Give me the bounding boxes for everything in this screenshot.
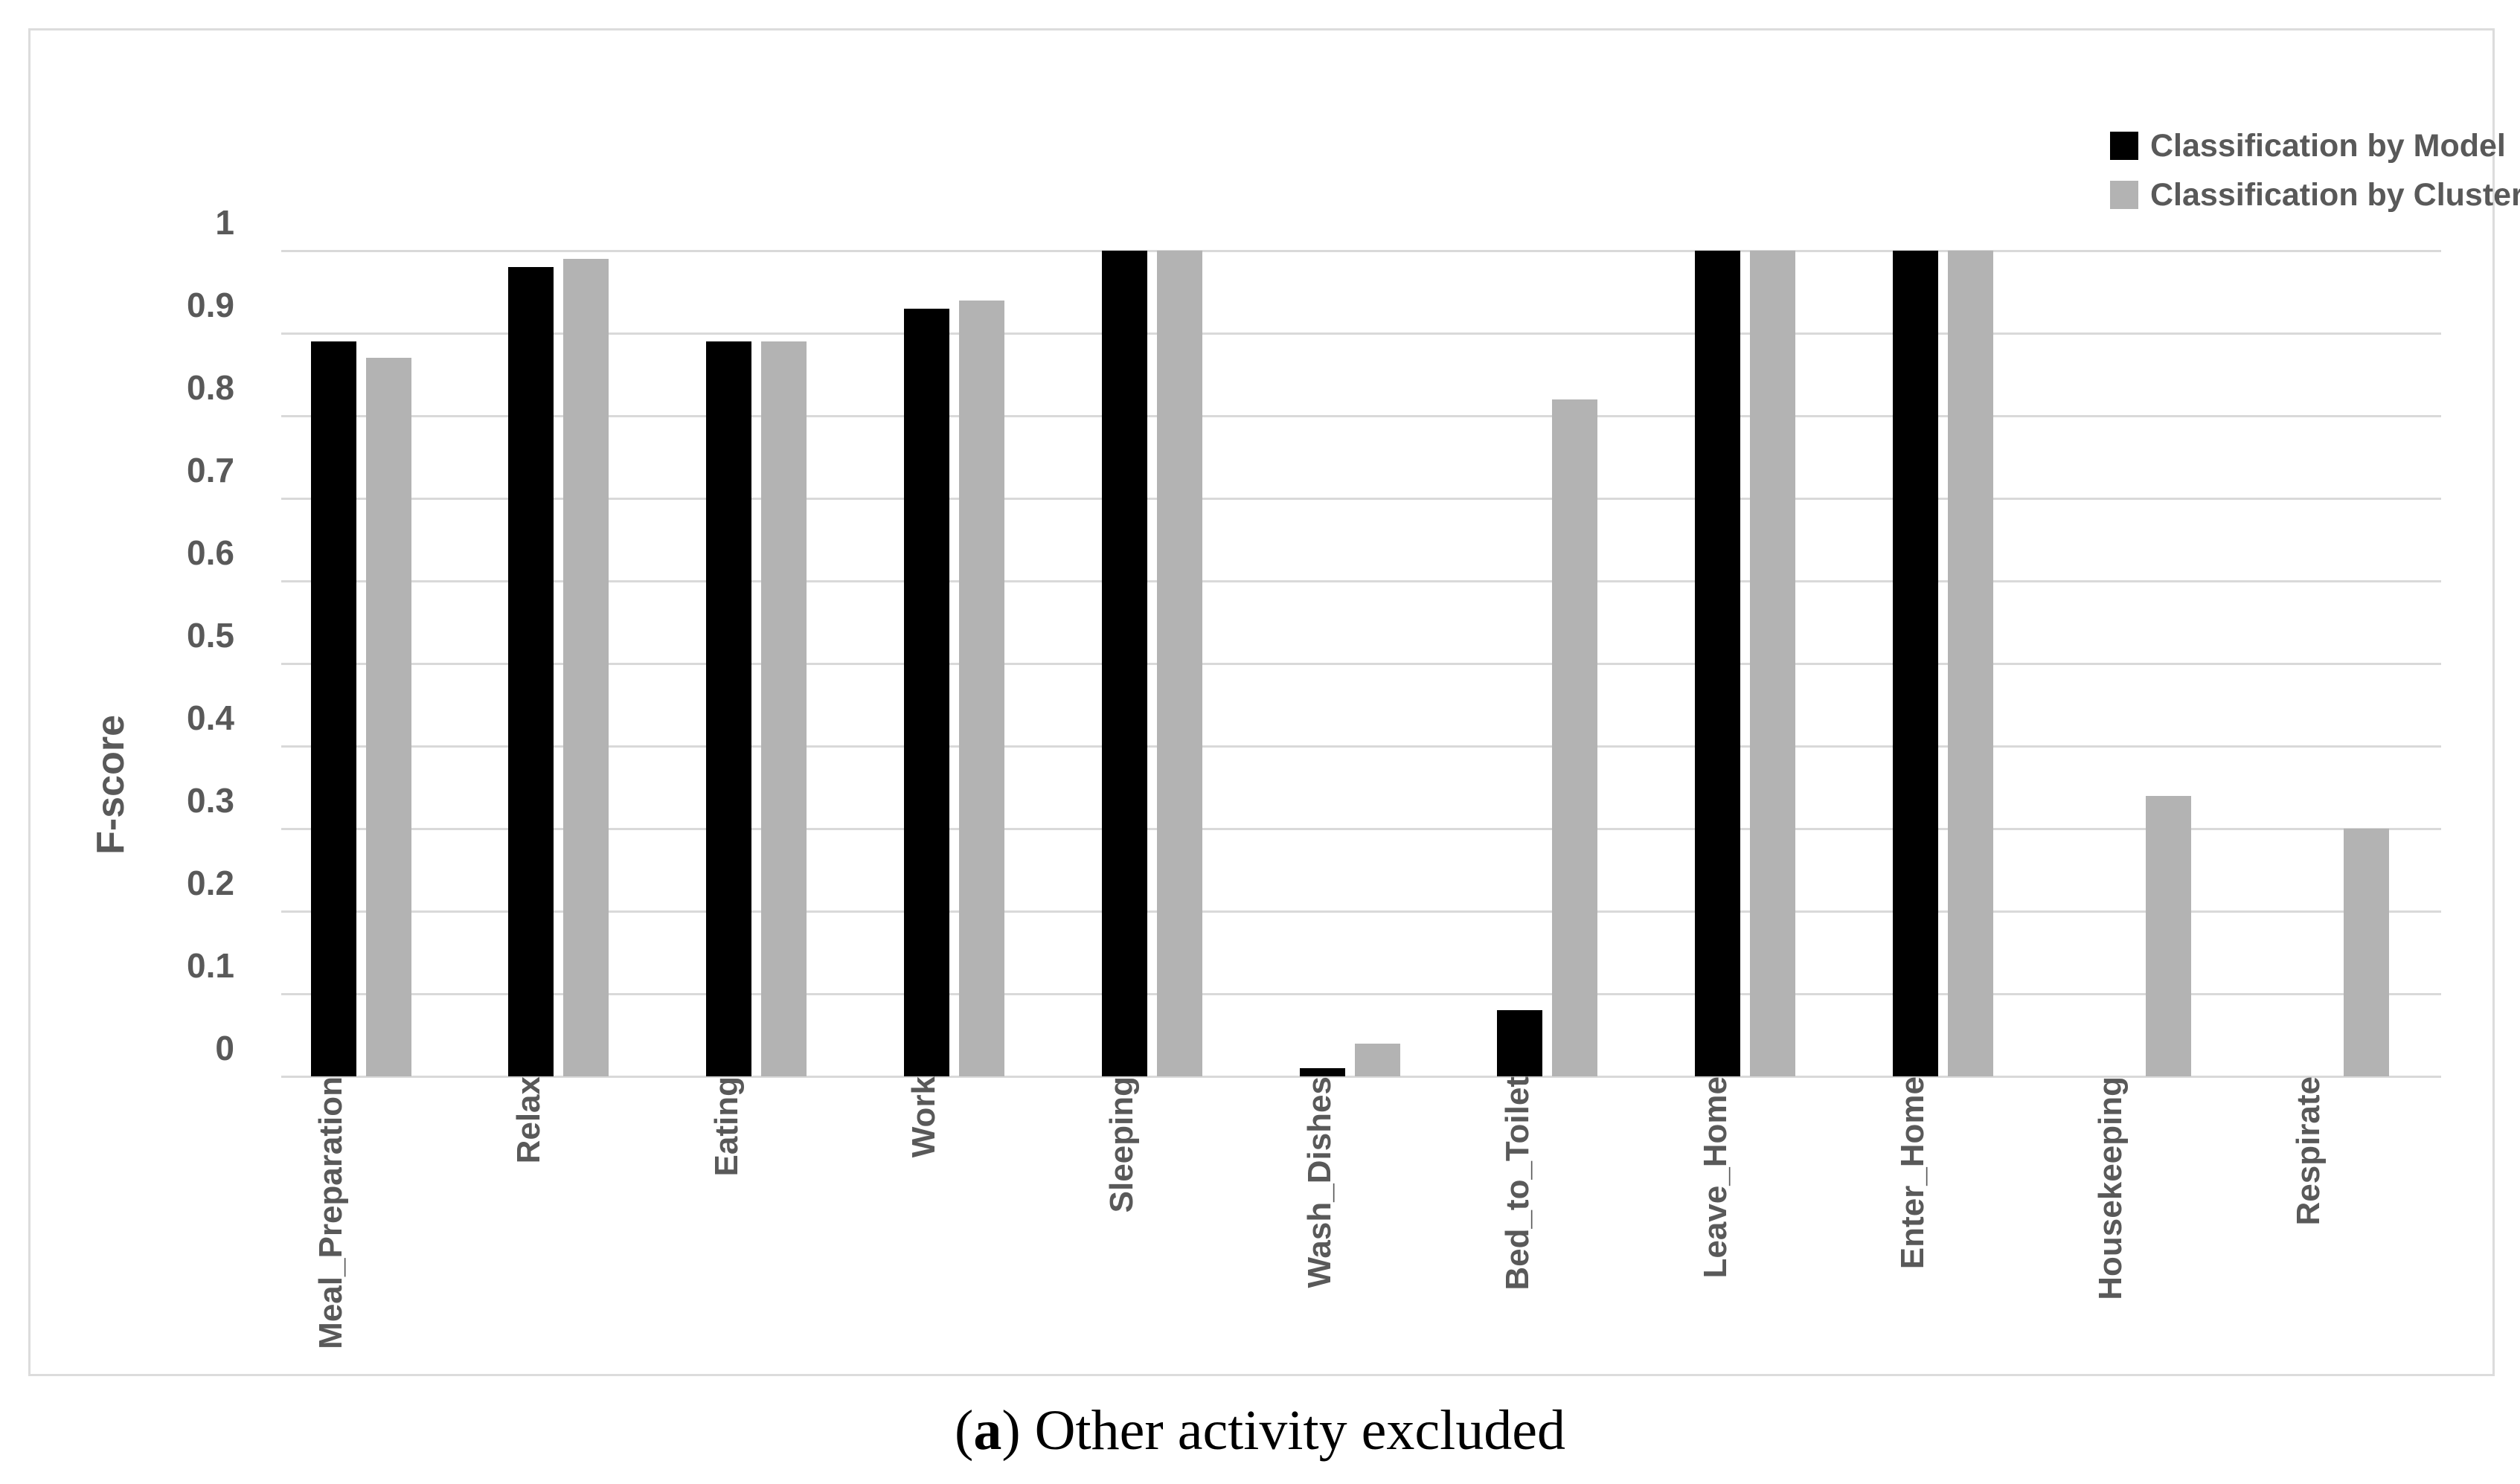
gridline-y-0.7 (281, 498, 2441, 500)
legend-item: Classification by Model (2110, 126, 2520, 166)
figure-caption: (a) Other activity excluded (0, 1398, 2520, 1463)
gridline-y-0.3 (281, 828, 2441, 830)
bar-enter_home-cluster (1947, 251, 1993, 1076)
gridline-y-0.9 (281, 333, 2441, 335)
legend-label: Classification by Model (2150, 127, 2506, 164)
bar-work-cluster (958, 301, 1004, 1076)
x-axis-label-enter_home: Enter_Home (1894, 1076, 1931, 1270)
gridline-y-0.2 (281, 910, 2441, 913)
caption-paren-open: ( (955, 1399, 974, 1462)
legend: Classification by Model Classification by… (2110, 126, 2520, 215)
x-axis-label-meal_preparation: Meal_Preparation (312, 1076, 349, 1349)
gridline-y-0.6 (281, 580, 2441, 582)
bar-eating-model (706, 341, 752, 1076)
bar-bed_to_toilet-cluster (1552, 399, 1598, 1076)
x-axis-label-sleeping: Sleeping (1103, 1076, 1141, 1213)
gridline-y-1 (281, 250, 2441, 252)
x-axis-label-wash_dishes: Wash_Dishes (1301, 1076, 1338, 1288)
y-tick-label: 0 (215, 1029, 234, 1067)
bar-relax-model (508, 267, 554, 1076)
y-tick-label: 0.3 (187, 781, 234, 820)
bar-meal_preparation-cluster (365, 358, 411, 1076)
bar-leave_home-model (1695, 251, 1741, 1076)
legend-swatch (2110, 181, 2138, 209)
plot-area (281, 250, 2441, 1078)
gridline-y-0.5 (281, 663, 2441, 665)
bar-housekeeping-cluster (2145, 796, 2191, 1076)
bar-sleeping-cluster (1156, 251, 1202, 1076)
y-tick-label: 0.8 (187, 368, 234, 407)
bar-eating-cluster (761, 341, 807, 1076)
x-axis-label-work: Work (905, 1076, 943, 1158)
gridline-y-0.1 (281, 993, 2441, 995)
x-axis-label-eating: Eating (708, 1076, 745, 1177)
y-tick-label: 0.7 (187, 451, 234, 489)
bar-chart: F-score 0 0.1 0.2 0.3 0.4 0.5 0.6 0.7 0.8 0.9 1 Me… (28, 28, 2520, 1376)
bar-bed_to_toilet-model (1497, 1010, 1543, 1076)
y-tick-label: 0.1 (187, 946, 234, 985)
legend-label: Classification by Cluster (2150, 176, 2520, 213)
bar-relax-cluster (563, 259, 609, 1076)
caption-marker: a (973, 1399, 1002, 1462)
x-axis-label-relax: Relax (510, 1076, 547, 1164)
bar-sleeping-model (1101, 251, 1147, 1076)
y-tick-label: 0.9 (187, 286, 234, 324)
bar-respirate-cluster (2343, 829, 2389, 1076)
x-axis-label-housekeeping: Housekeeping (2092, 1076, 2129, 1300)
bar-work-model (903, 309, 949, 1076)
bar-wash_dishes-model (1299, 1068, 1345, 1076)
y-tick-label: 1 (215, 203, 234, 242)
x-axis-label-bed_to_toilet: Bed_to_Toilet (1498, 1076, 1536, 1291)
gridline-y-0 (281, 1076, 2441, 1078)
bar-leave_home-cluster (1750, 251, 1796, 1076)
gridline-y-0.4 (281, 745, 2441, 748)
caption-rest: ) Other activity excluded (1001, 1399, 1565, 1462)
bar-wash_dishes-cluster (1354, 1044, 1400, 1076)
x-axis-label-respirate: Respirate (2290, 1076, 2327, 1226)
y-tick-label: 0.2 (187, 864, 234, 902)
legend-swatch (2110, 132, 2138, 160)
x-axis-label-leave_home: Leave_Home (1696, 1076, 1734, 1279)
bar-meal_preparation-model (310, 341, 356, 1076)
legend-item: Classification by Cluster (2110, 175, 2520, 215)
gridline-y-0.8 (281, 415, 2441, 417)
y-tick-label: 0.6 (187, 533, 234, 572)
y-tick-label: 0.5 (187, 616, 234, 655)
bar-enter_home-model (1892, 251, 1938, 1076)
y-tick-label: 0.4 (187, 698, 234, 737)
